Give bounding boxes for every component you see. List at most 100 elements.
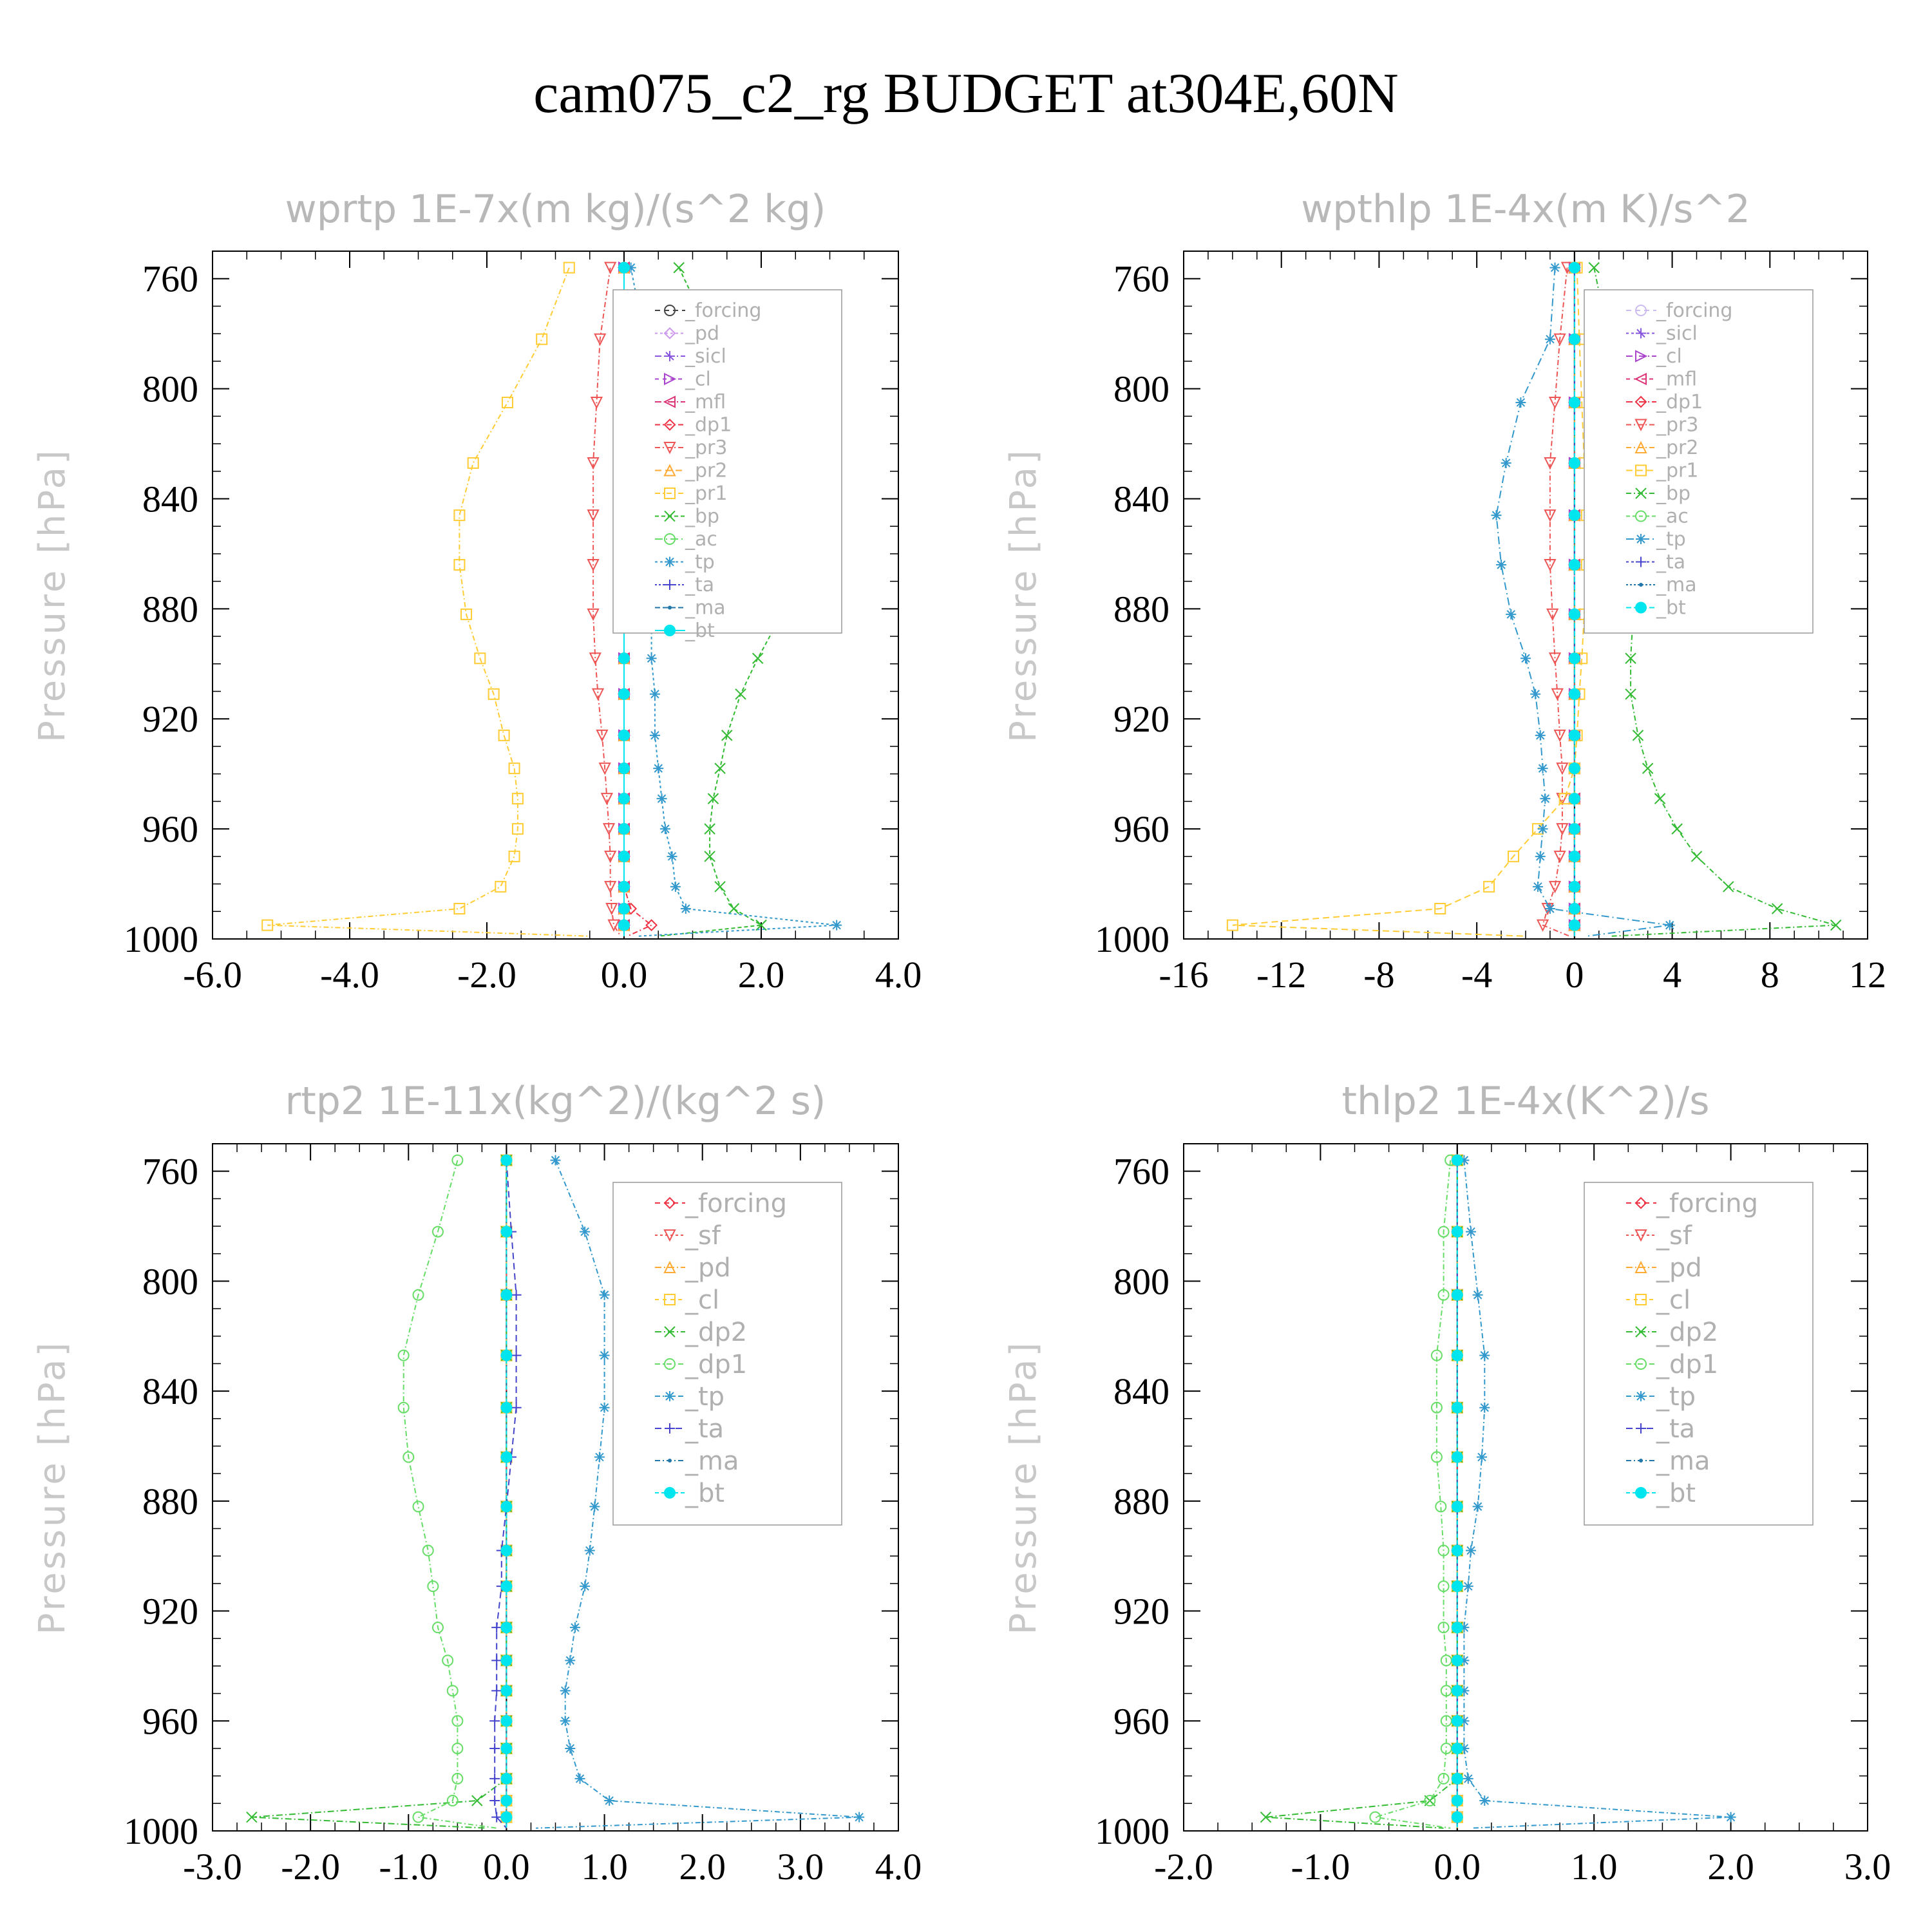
- data-point: [1369, 1811, 1381, 1823]
- y-tick-label: 960: [1113, 1700, 1170, 1742]
- data-point: [1556, 762, 1569, 775]
- x-tick-label: 2.0: [1707, 1846, 1754, 1888]
- data-point: [500, 1685, 513, 1697]
- data-point: [653, 763, 664, 774]
- legend-label: _tp: [685, 551, 715, 574]
- legend-label: _bt: [1656, 1479, 1696, 1508]
- data-point: [1635, 305, 1647, 316]
- data-point: [670, 881, 681, 892]
- data-point: [508, 762, 520, 775]
- legend-label: _tp: [1656, 1382, 1696, 1412]
- y-axis-label: Pressure [hPa]: [1003, 448, 1045, 743]
- data-point: [491, 1685, 502, 1696]
- data-point: [453, 509, 466, 522]
- series-line: [1232, 267, 1587, 937]
- data-point: [500, 1811, 513, 1823]
- legend-label: _ta: [1656, 551, 1685, 574]
- chart-panel-4: thlp2 1E-4x(K^2)/s Pressure [hPa] 760 800 84…: [1003, 1079, 1891, 1888]
- data-point: [1671, 823, 1683, 835]
- legend-label: _dp1: [685, 414, 732, 437]
- data-point: [665, 351, 675, 361]
- data-point: [618, 880, 630, 893]
- data-point: [1459, 1716, 1470, 1727]
- data-point: [663, 1197, 676, 1209]
- data-point: [598, 762, 611, 775]
- data-point: [1226, 919, 1238, 931]
- data-point: [580, 1226, 591, 1237]
- data-point: [1515, 397, 1526, 408]
- legend-label: _pr1: [685, 482, 727, 505]
- data-point: [587, 509, 600, 522]
- data-point: [1568, 457, 1580, 469]
- data-point: [587, 608, 600, 621]
- x-tick-label: 1.0: [1571, 1846, 1618, 1888]
- data-point: [565, 1655, 576, 1666]
- legend-label: _pr1: [1656, 460, 1698, 482]
- series-line: [1542, 267, 1570, 937]
- legend-item: _mfl: [655, 391, 726, 413]
- data-point: [500, 1544, 513, 1557]
- data-point: [590, 396, 603, 410]
- data-point: [489, 1795, 500, 1806]
- data-point: [1466, 1226, 1477, 1237]
- data-point: [1479, 1350, 1490, 1361]
- data-point: [569, 1622, 580, 1633]
- data-point: [1635, 1487, 1647, 1499]
- data-point: [1544, 334, 1555, 345]
- y-axis-label: Pressure [hPa]: [32, 1340, 73, 1635]
- legend-label: _ma: [685, 1446, 739, 1476]
- legend-label: _pd: [685, 323, 719, 345]
- data-point: [665, 556, 675, 567]
- legend-label: _pd: [685, 1253, 731, 1283]
- data-point: [618, 919, 630, 931]
- data-point: [1437, 1772, 1450, 1785]
- panel-title: thlp2 1E-4x(K^2)/s: [1341, 1079, 1709, 1124]
- data-point: [498, 729, 510, 741]
- data-point: [1632, 730, 1644, 741]
- data-point: [1568, 608, 1580, 620]
- data-point: [1553, 333, 1566, 346]
- data-point: [500, 1715, 513, 1727]
- x-tick-label: 3.0: [1844, 1846, 1891, 1888]
- data-point: [1636, 556, 1646, 567]
- data-point: [1508, 850, 1520, 862]
- data-point: [618, 903, 630, 915]
- data-point: [488, 688, 500, 700]
- data-point: [471, 1795, 483, 1806]
- legend-item: _dp1: [655, 1350, 747, 1379]
- data-point: [599, 1350, 610, 1361]
- legend-item: _dp1: [1626, 391, 1703, 413]
- data-point: [664, 372, 677, 386]
- data-point: [489, 1773, 500, 1784]
- legend-item: _sicl: [655, 345, 726, 368]
- data-point: [412, 1289, 424, 1301]
- data-point: [500, 1289, 513, 1301]
- data-point: [1537, 763, 1548, 774]
- y-tick-label: 880: [142, 1481, 198, 1522]
- data-point: [1532, 881, 1543, 892]
- data-point: [500, 1795, 513, 1807]
- series-line: [1265, 1160, 1458, 1829]
- legend-label: _ac: [1656, 506, 1689, 528]
- data-point: [1635, 1358, 1647, 1370]
- data-point: [1466, 1545, 1477, 1556]
- data-point: [1830, 919, 1842, 931]
- data-point: [704, 823, 715, 835]
- data-point: [1636, 328, 1646, 339]
- legend-label: _pr3: [685, 437, 727, 459]
- y-tick-label: 760: [1113, 258, 1170, 300]
- data-point: [664, 488, 676, 499]
- series-bt: [1451, 1154, 1463, 1828]
- data-point: [508, 850, 520, 862]
- data-point: [446, 1685, 459, 1697]
- data-point: [500, 1772, 513, 1785]
- data-point: [1634, 1229, 1647, 1242]
- data-point: [511, 823, 524, 835]
- data-point: [491, 1622, 502, 1633]
- data-point: [412, 1501, 424, 1513]
- legend-item: _tp: [1626, 528, 1686, 551]
- data-point: [618, 823, 630, 835]
- series-ta: [489, 1155, 522, 1829]
- data-point: [1430, 1349, 1443, 1361]
- data-point: [431, 1622, 444, 1634]
